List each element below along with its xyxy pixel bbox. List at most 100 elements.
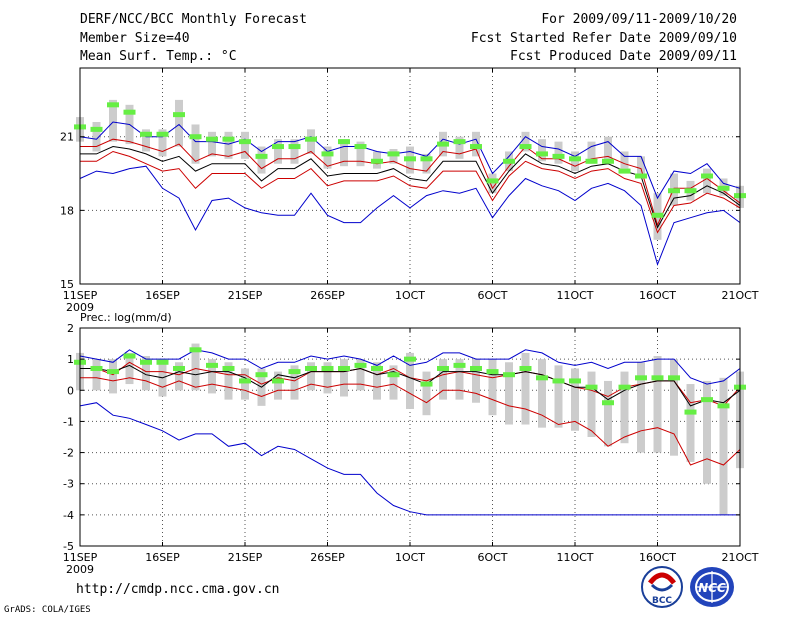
spread-box bbox=[686, 384, 695, 462]
observed-marker bbox=[387, 372, 400, 378]
observed-marker bbox=[585, 384, 598, 390]
observed-marker bbox=[651, 375, 664, 381]
spread-box bbox=[208, 359, 216, 394]
observed-marker bbox=[486, 369, 499, 375]
spread-box bbox=[653, 356, 662, 453]
observed-marker bbox=[222, 365, 235, 371]
spread-box bbox=[290, 139, 299, 164]
observed-marker bbox=[519, 144, 532, 150]
lower-line bbox=[80, 377, 741, 466]
spread-box bbox=[191, 124, 200, 164]
lower-line bbox=[80, 150, 741, 234]
source-url[interactable]: http://cmdp.ncc.cma.gov.cn bbox=[76, 582, 280, 597]
spread-box bbox=[142, 129, 150, 152]
spread-box bbox=[224, 131, 233, 159]
observed-marker bbox=[437, 365, 449, 371]
spread-box bbox=[505, 362, 513, 425]
observed-marker bbox=[618, 168, 631, 174]
spread-box bbox=[538, 359, 546, 428]
observed-marker bbox=[173, 112, 185, 118]
observed-marker bbox=[569, 156, 581, 162]
spread-box bbox=[92, 359, 101, 391]
spread-box bbox=[620, 151, 629, 169]
spread-box bbox=[323, 146, 332, 169]
y-tick-label: -3 bbox=[63, 478, 74, 491]
observed-marker bbox=[189, 134, 202, 140]
observed-marker bbox=[305, 136, 317, 142]
spread-box bbox=[142, 356, 150, 391]
observed-marker bbox=[701, 397, 713, 403]
y-tick-label: 21 bbox=[60, 131, 74, 144]
bcc-logo: BCC bbox=[641, 566, 683, 608]
observed-marker bbox=[239, 139, 251, 145]
y-tick-label: -2 bbox=[63, 447, 74, 460]
spread-box bbox=[620, 371, 629, 444]
spread-box bbox=[356, 359, 365, 391]
x-tick-label: 16OCT bbox=[639, 551, 676, 564]
spread-box bbox=[719, 377, 728, 515]
observed-marker bbox=[404, 356, 416, 362]
spread-box bbox=[257, 146, 266, 174]
spread-box bbox=[307, 362, 315, 391]
observed-marker bbox=[173, 365, 185, 371]
chart-panel-2: -5 -4 -3 -2 -1 0 1 2 11SEP 16SEP 21SEP 26SEP 1OCT 6OC… bbox=[63, 311, 759, 576]
observed-marker bbox=[338, 365, 350, 371]
spread-box bbox=[703, 380, 711, 484]
observed-marker bbox=[618, 384, 631, 390]
grads-credit: GrADS: COLA/IGES bbox=[4, 605, 91, 615]
forecast-start-date: Fcst Started Refer Date 2009/09/10 bbox=[470, 31, 737, 46]
observed-marker bbox=[272, 378, 284, 384]
observed-marker bbox=[206, 362, 218, 368]
observed-marker bbox=[338, 139, 350, 145]
observed-marker bbox=[585, 158, 598, 164]
forecast-produced-date: Fcst Produced Date 2009/09/11 bbox=[510, 49, 737, 64]
spread-box bbox=[422, 371, 431, 416]
observed-marker bbox=[107, 369, 119, 375]
observed-marker bbox=[123, 109, 136, 115]
observed-marker bbox=[255, 372, 268, 378]
spread-box bbox=[158, 129, 167, 157]
year-label: 2009 bbox=[66, 301, 94, 314]
spread-box bbox=[241, 131, 249, 159]
spread-box bbox=[521, 131, 530, 152]
x-tick-label: 21SEP bbox=[228, 551, 263, 564]
spread-box bbox=[604, 380, 612, 447]
observed-marker bbox=[503, 158, 515, 164]
x-tick-label: 21SEP bbox=[228, 289, 263, 302]
svg-text:BCC: BCC bbox=[652, 596, 672, 606]
spread-box bbox=[125, 352, 134, 385]
y-tick-label: -5 bbox=[63, 540, 74, 553]
observed-marker bbox=[470, 144, 482, 150]
observed-marker bbox=[717, 185, 730, 191]
observed-marker bbox=[371, 365, 383, 371]
observed-marker bbox=[569, 378, 581, 384]
observed-marker bbox=[387, 151, 400, 157]
x-tick-label: 16OCT bbox=[639, 289, 676, 302]
observed-marker bbox=[651, 212, 664, 218]
spread-box bbox=[340, 139, 348, 167]
x-tick-label: 11SEP bbox=[63, 289, 98, 302]
y-tick-label: 1 bbox=[67, 353, 74, 366]
observed-marker bbox=[140, 359, 152, 365]
spread-box bbox=[109, 359, 117, 394]
observed-marker bbox=[536, 151, 548, 157]
panel-title: Prec.: log(mm/d) bbox=[80, 311, 172, 324]
observed-marker bbox=[272, 144, 284, 150]
x-tick-label: 26SEP bbox=[310, 289, 345, 302]
observed-marker bbox=[453, 362, 466, 368]
observed-marker bbox=[255, 153, 268, 159]
spread-box bbox=[356, 141, 365, 167]
observed-marker bbox=[536, 375, 548, 381]
observed-marker bbox=[123, 353, 136, 359]
spread-box bbox=[703, 168, 711, 194]
year-label: 2009 bbox=[66, 563, 94, 576]
observed-marker bbox=[717, 403, 730, 409]
spread-box bbox=[422, 153, 431, 174]
min-line bbox=[79, 165, 741, 266]
y-tick-label: -4 bbox=[63, 509, 74, 522]
spread-box bbox=[175, 362, 183, 391]
upper-line bbox=[80, 138, 741, 227]
observed-marker bbox=[206, 136, 218, 142]
min-line bbox=[79, 402, 740, 516]
